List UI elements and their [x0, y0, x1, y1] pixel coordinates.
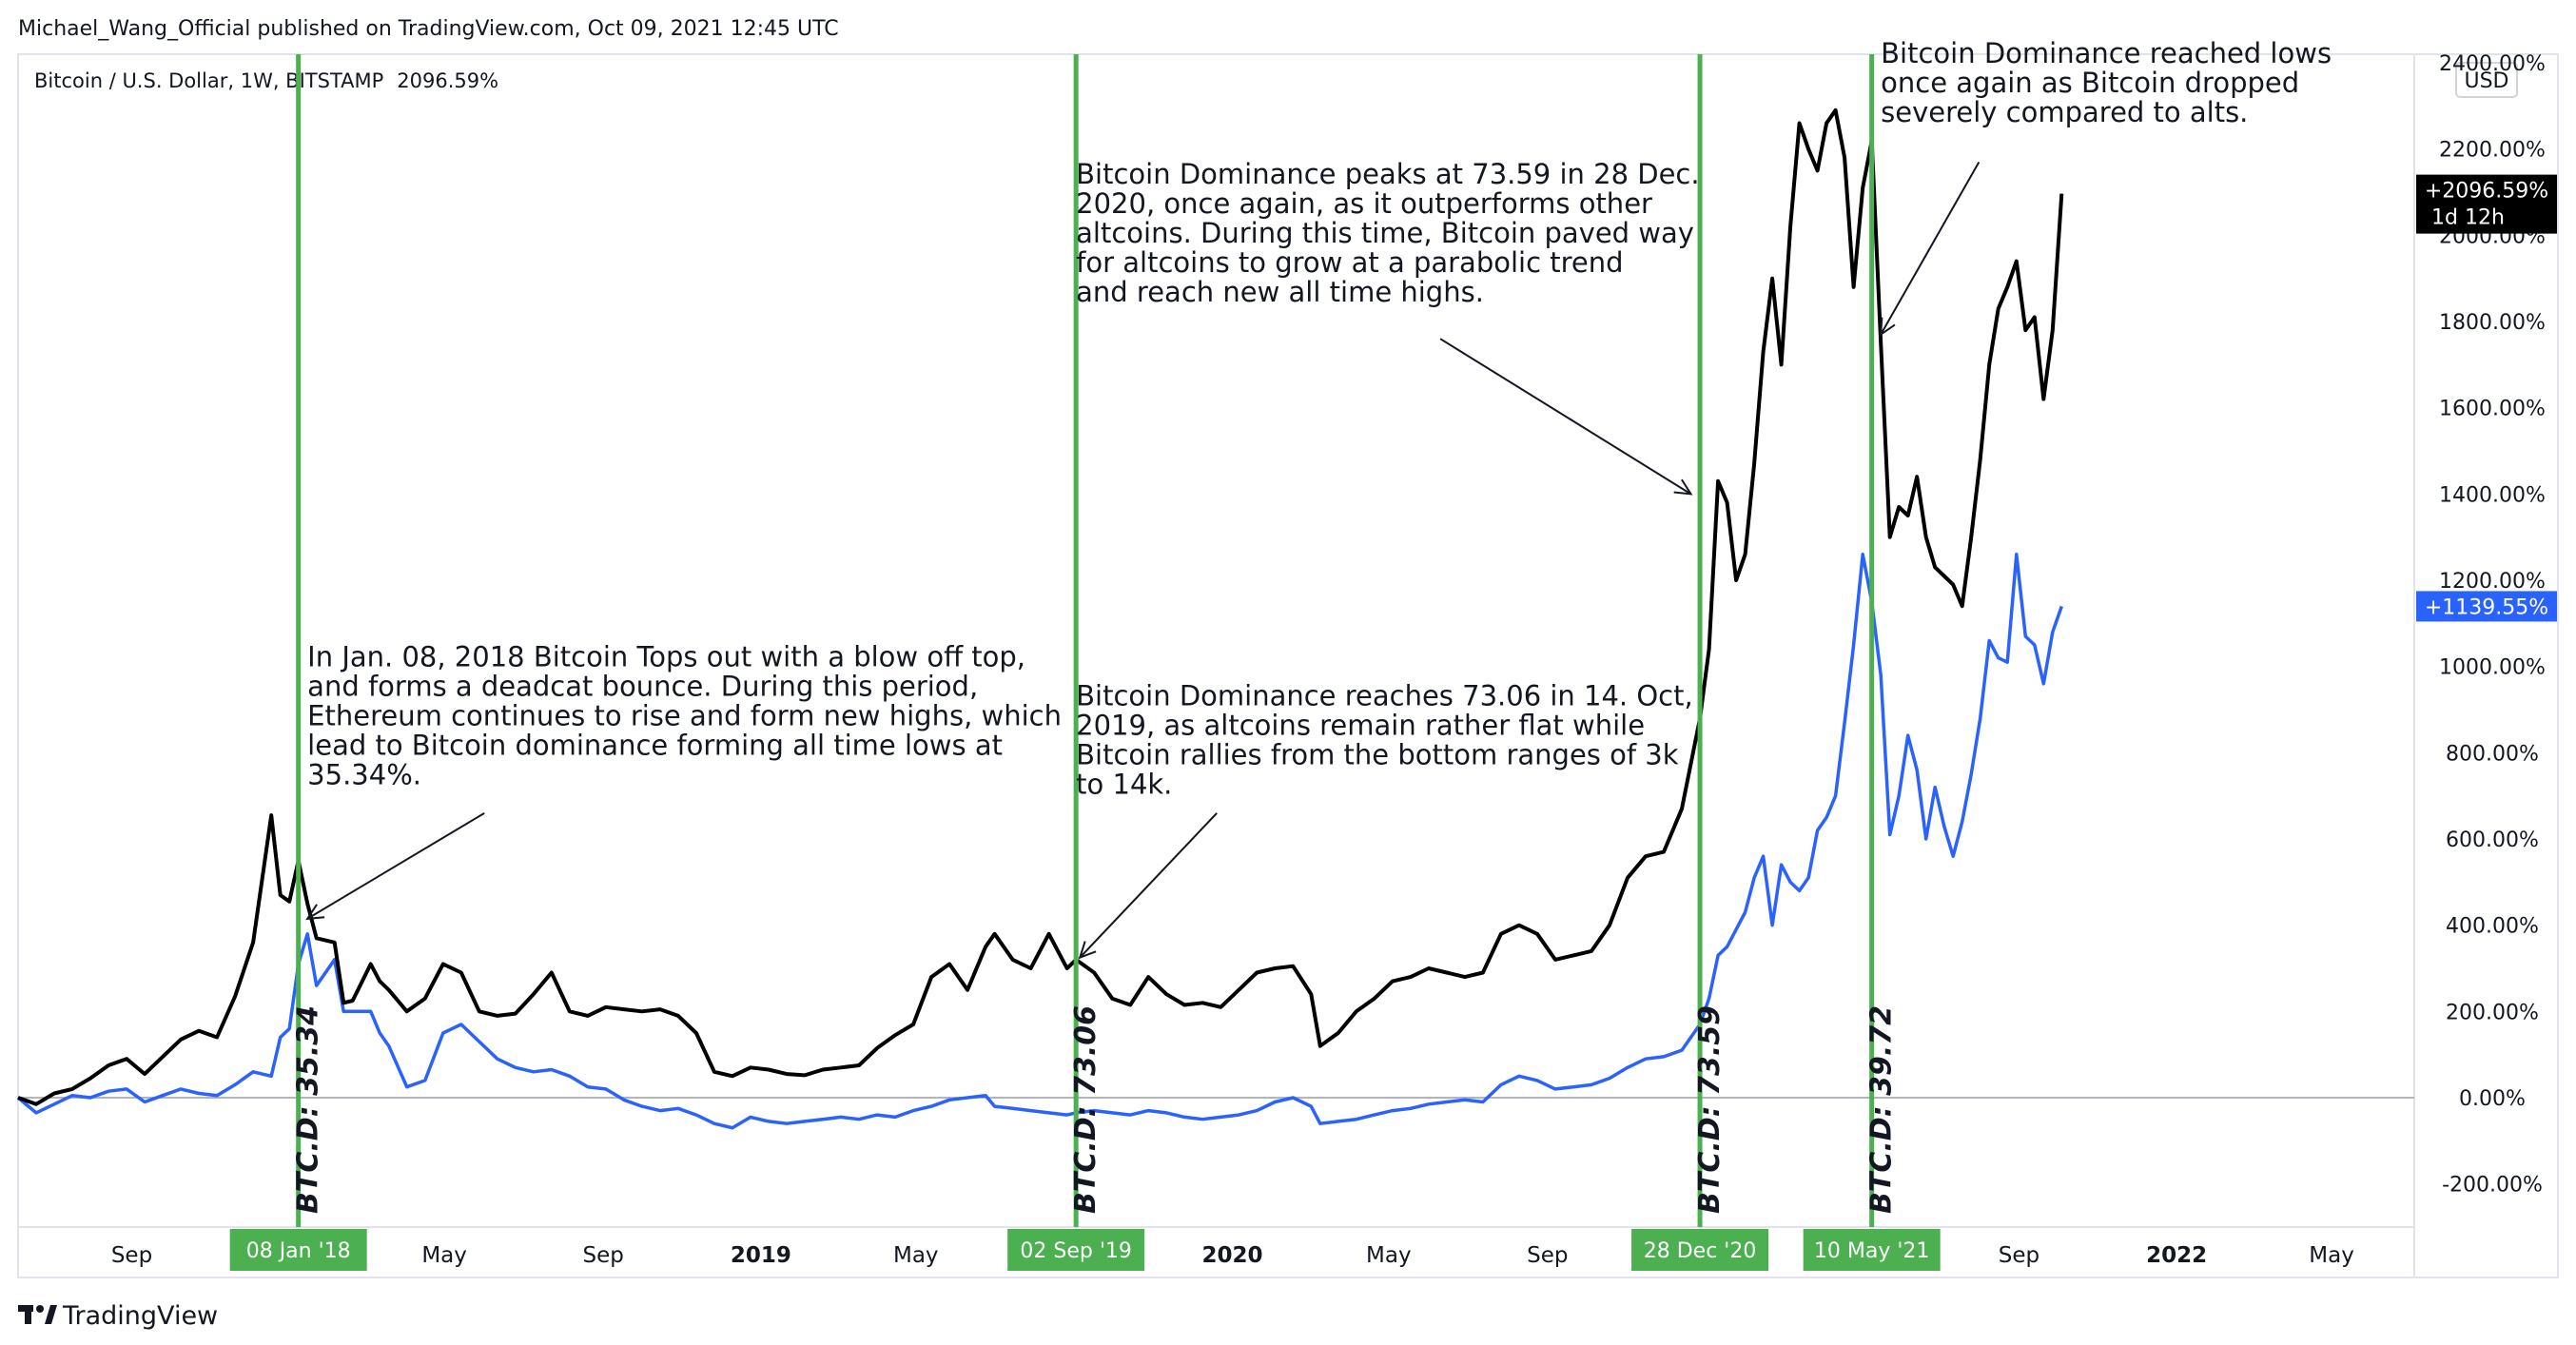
last-value-tag-btc [2416, 174, 2557, 234]
series-line-btc [17, 107, 2064, 1106]
symbol-name: Bitcoin / U.S. Dollar, 1W, BITSTAMP [34, 69, 383, 92]
chart-frame [17, 53, 2559, 1278]
y-tick-label: 600.00% [2446, 828, 2539, 852]
y-tick-label: 2400.00% [2439, 52, 2546, 76]
annotation-line: Bitcoin Dominance reached lows [1881, 37, 2332, 69]
marker-date-tag [1007, 1229, 1145, 1271]
y-tick-label: -200.00% [2442, 1174, 2543, 1198]
tradingview-logo[interactable]: TradingView [18, 1301, 218, 1331]
marker-date-label: 02 Sep '19 [1020, 1239, 1132, 1263]
annotation-line: Ethereum continues to rise and form new … [307, 700, 1062, 732]
y-tick-label: 200.00% [2446, 1001, 2539, 1024]
marker-date-tag [1631, 1229, 1769, 1271]
x-tick-label: Sep [111, 1243, 152, 1268]
annotation-text: Bitcoin Dominance reached lows once again… [1881, 37, 2332, 128]
marker-value-label: BTC.D: 73.59 [1693, 1005, 1727, 1214]
annotation-text: Bitcoin Dominance reaches 73.06 in 14. O… [1076, 679, 1693, 800]
annotation-line: 2020, once again, as it outperforms othe… [1076, 187, 1652, 220]
published-line: Michael_Wang_Official published on Tradi… [18, 17, 839, 41]
x-tick-label: May [2309, 1243, 2354, 1268]
currency-label: USD [2464, 69, 2508, 93]
annotation-line: lead to Bitcoin dominance forming all ti… [307, 730, 1003, 762]
marker-date-label: 10 May '21 [1814, 1239, 1930, 1263]
marker-value-label: BTC.D: 73.06 [1069, 1005, 1103, 1214]
y-tick-label: 0.00% [2459, 1087, 2526, 1111]
last-value-label-btc: +2096.59% [2425, 180, 2548, 204]
marker-value-label: BTC.D: 39.72 [1865, 1005, 1899, 1214]
x-tick-label: May [1366, 1243, 1412, 1268]
annotation-arrow [306, 811, 485, 920]
x-tick-label: May [893, 1243, 939, 1268]
last-value-tag-eth [2416, 591, 2557, 622]
tradingview-brand: TradingView [62, 1301, 218, 1331]
annotation-line: 35.34%. [307, 759, 421, 791]
y-tick-label: 1200.00% [2439, 570, 2546, 594]
annotation-line: and reach new all time highs. [1076, 276, 1484, 308]
symbol-value: 2096.59% [397, 69, 498, 92]
y-tick-label: 400.00% [2446, 915, 2539, 939]
x-tick-label: 2020 [1201, 1243, 1262, 1268]
annotations: In Jan. 08, 2018 Bitcoin Tops out with a… [305, 37, 2332, 960]
annotation-line: 2019, as altcoins remain rather flat whi… [1076, 709, 1645, 741]
y-tick-label: 1400.00% [2439, 483, 2546, 507]
marker-date-tag [1803, 1229, 1941, 1271]
y-tick-label: 1000.00% [2439, 656, 2546, 680]
annotation-arrowhead [305, 904, 325, 921]
last-value-countdown-btc: 1d 12h [2431, 206, 2505, 230]
last-value-labels: +2096.59%1d 12h +1139.55% [2416, 174, 2557, 622]
marker-date-label: 08 Jan '18 [246, 1239, 351, 1263]
x-tick-label: 2022 [2146, 1243, 2207, 1268]
annotation-line: In Jan. 08, 2018 Bitcoin Tops out with a… [307, 641, 1025, 673]
annotation-line: to 14k. [1076, 768, 1172, 800]
x-tick-label: Sep [1527, 1243, 1568, 1268]
annotation-arrow [1079, 812, 1218, 959]
annotation-arrowhead [1880, 317, 1896, 337]
series-line-eth [16, 553, 2063, 1130]
annotation-arrow [1880, 161, 1981, 336]
symbol-title[interactable]: Bitcoin / U.S. Dollar, 1W, BITSTAMP 2096.… [34, 69, 498, 92]
annotation-line: severely compared to alts. [1881, 96, 2248, 128]
annotation-line: once again as Bitcoin dropped [1881, 67, 2299, 99]
marker-date-tag [229, 1229, 367, 1271]
currency-button[interactable] [2455, 62, 2518, 98]
y-tick-label: 1800.00% [2439, 311, 2546, 335]
x-axis: Sep May Sep 2019 May 2020 May Sep Sep 2022 May [111, 1243, 2354, 1268]
annotation-text: In Jan. 08, 2018 Bitcoin Tops out with a… [307, 641, 1062, 791]
y-axis: 2400.00%2200.00%2000.00%1800.00%1600.00%… [2439, 52, 2546, 1198]
x-tick-label: Sep [582, 1243, 623, 1268]
annotation-line: altcoins. During this time, Bitcoin pave… [1076, 217, 1694, 249]
marker-value-label: BTC.D: 35.34 [292, 1005, 325, 1214]
marker-date-label: 28 Dec '20 [1644, 1239, 1757, 1263]
annotation-line: Bitcoin Dominance peaks at 73.59 in 28 D… [1076, 158, 1699, 190]
y-tick-label: 1600.00% [2439, 398, 2546, 421]
annotation-text: Bitcoin Dominance peaks at 73.59 in 28 D… [1076, 158, 1699, 308]
x-tick-label: 2019 [731, 1243, 791, 1268]
annotation-arrowhead [1078, 941, 1097, 960]
last-value-label-eth: +1139.55% [2425, 595, 2548, 619]
annotation-line: and forms a deadcat bounce. During this … [307, 671, 978, 703]
annotation-line: for altcoins to grow at a parabolic tren… [1076, 246, 1623, 279]
annotation-line: Bitcoin rallies from the bottom ranges o… [1076, 738, 1679, 770]
tradingview-logo-icon [18, 1305, 57, 1324]
annotation-arrowhead [1673, 478, 1693, 496]
x-tick-label: Sep [1999, 1243, 2039, 1268]
annotation-arrow [1439, 338, 1692, 496]
y-tick-label: 800.00% [2446, 742, 2539, 766]
annotation-line: Bitcoin Dominance reaches 73.06 in 14. O… [1076, 679, 1693, 711]
date-markers: BTC.D: 35.34 08 Jan '18 BTC.D: 73.06 02 Sep… [229, 54, 1941, 1271]
y-tick-label: 2200.00% [2439, 139, 2546, 163]
x-tick-label: May [421, 1243, 467, 1268]
